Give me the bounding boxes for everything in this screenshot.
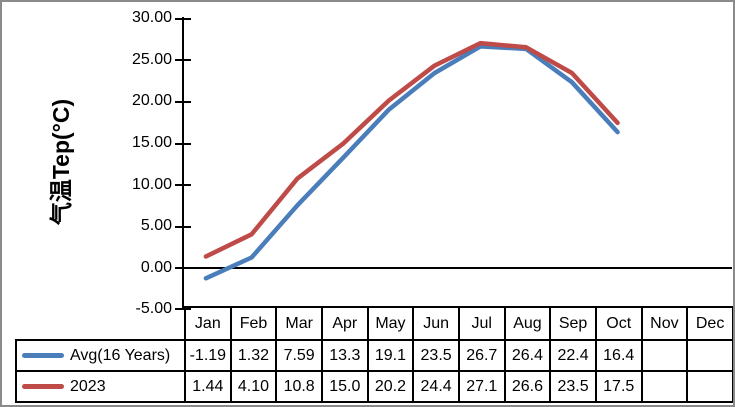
value-cell: 16.4 <box>594 339 643 372</box>
series-name: Avg(16 Years) <box>70 346 171 364</box>
series-line-avg <box>203 44 620 281</box>
value-cell: 4.10 <box>229 370 278 403</box>
table-row: 2023 1.44 4.10 10.8 15.0 20.2 24.4 27.1 … <box>15 370 733 403</box>
value-cell: 26.4 <box>503 339 552 372</box>
month-header-cell: Dec <box>686 306 733 341</box>
month-header-cell: Feb <box>229 306 278 341</box>
month-header-cell: Nov <box>640 306 689 341</box>
y-tick-label: -5.00 <box>135 300 172 317</box>
table-row: Avg(16 Years) -1.19 1.32 7.59 13.3 19.1 … <box>15 339 733 372</box>
value-cell: 26.7 <box>457 339 506 372</box>
zero-gridline <box>183 267 732 269</box>
legend-line-swatch-2023 <box>22 384 64 389</box>
month-header-cell: May <box>366 306 415 341</box>
y-tick-label: 10.00 <box>131 176 172 193</box>
value-cell <box>686 339 733 372</box>
value-cell: 7.59 <box>275 339 323 372</box>
month-header-cell: Apr <box>320 306 369 341</box>
month-header-cell: Jun <box>412 306 460 341</box>
series-plot <box>203 40 620 281</box>
y-axis-tick <box>175 226 191 228</box>
value-cell: 19.1 <box>366 339 415 372</box>
y-axis-tick <box>175 184 191 186</box>
value-cell: 1.44 <box>184 370 232 403</box>
y-tick-label: 30.00 <box>131 9 172 26</box>
y-axis-tick <box>175 18 191 20</box>
series-label-cell: 2023 <box>15 370 186 403</box>
value-cell: 17.5 <box>594 370 643 403</box>
month-header-cell: Mar <box>275 306 323 341</box>
y-tick-label: 0.00 <box>140 259 172 276</box>
y-axis-tick <box>175 308 191 310</box>
series-label-cell: Avg(16 Years) <box>15 339 186 372</box>
month-header-row: Jan Feb Mar Apr May Jun Jul Aug Sep Oct … <box>16 306 733 341</box>
value-cell: 13.3 <box>320 339 369 372</box>
value-cell: 20.2 <box>366 370 415 403</box>
table-corner-spacer <box>16 307 185 340</box>
value-cell: 26.6 <box>503 370 552 403</box>
value-cell: 23.5 <box>549 370 597 403</box>
value-cell: 1.32 <box>229 339 278 372</box>
month-header-cell: Jan <box>184 306 232 341</box>
y-axis-tick <box>175 101 191 103</box>
series-name: 2023 <box>70 377 106 395</box>
value-cell: 10.8 <box>275 370 323 403</box>
y-tick-label: 5.00 <box>140 217 172 234</box>
value-cell: 24.4 <box>412 370 460 403</box>
month-header-cell: Jul <box>457 306 506 341</box>
month-header-cell: Sep <box>549 306 597 341</box>
legend-line-swatch-avg <box>22 353 64 358</box>
series-line-2023 <box>203 40 620 259</box>
y-tick-label: 20.00 <box>131 92 172 109</box>
chart-data-table: Jan Feb Mar Apr May Jun Jul Aug Sep Oct … <box>15 306 733 403</box>
y-axis-line <box>182 17 184 309</box>
value-cell: 23.5 <box>412 339 460 372</box>
month-header-cell: Oct <box>594 306 643 341</box>
value-cell: 15.0 <box>320 370 369 403</box>
y-axis-tick <box>175 143 191 145</box>
value-cell: 27.1 <box>457 370 506 403</box>
value-cell <box>640 370 689 403</box>
value-cell <box>640 339 689 372</box>
value-cell <box>686 370 733 403</box>
y-axis-tick <box>175 59 191 61</box>
y-tick-label: 25.00 <box>131 51 172 68</box>
y-tick-label: 15.00 <box>131 134 172 151</box>
value-cell: 22.4 <box>549 339 597 372</box>
y-axis-title: 气温Tep(°C) <box>48 98 74 226</box>
value-cell: -1.19 <box>184 339 232 372</box>
month-header-cell: Aug <box>503 306 552 341</box>
